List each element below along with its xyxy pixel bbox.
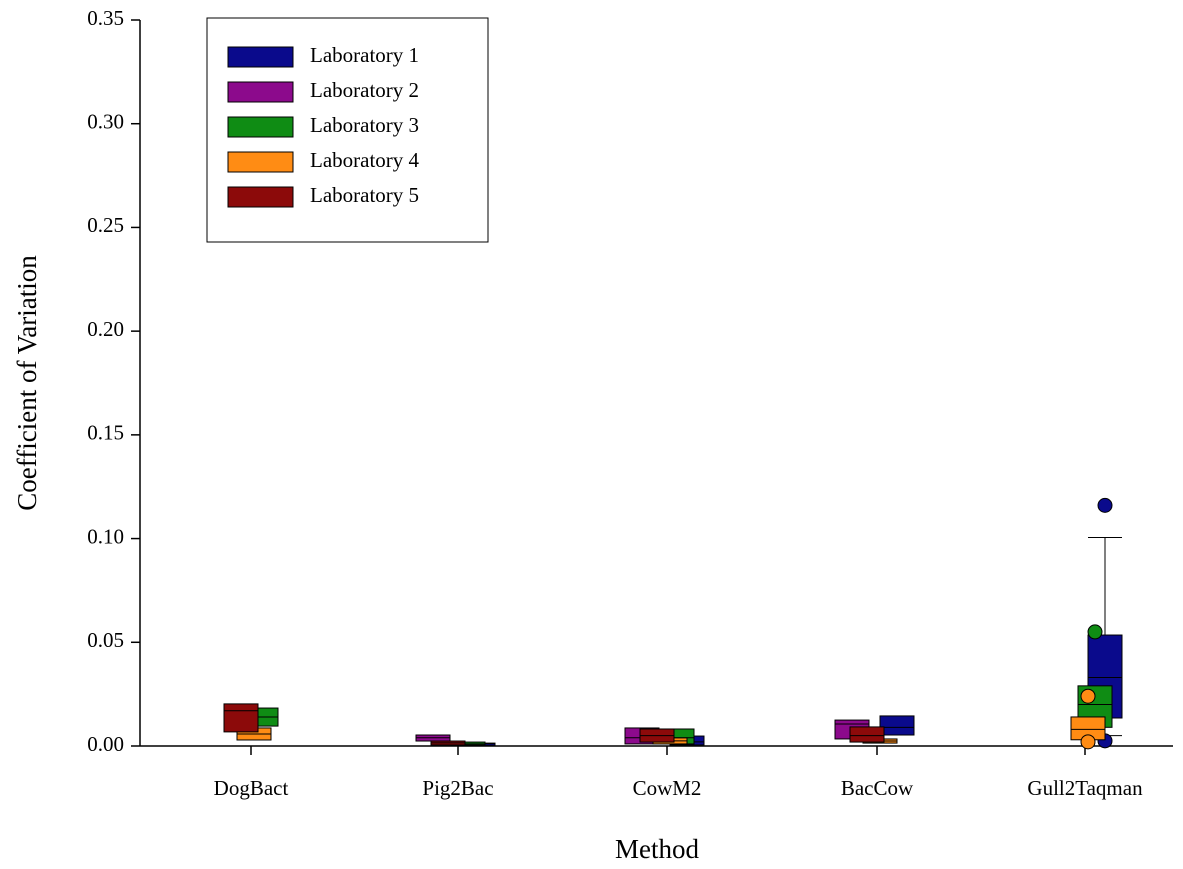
y-tick-label: 0.10 (87, 524, 124, 548)
outlier (1097, 497, 1113, 513)
legend-swatch (227, 46, 294, 68)
x-tick-label: BacCow (841, 776, 914, 800)
y-tick-label: 0.30 (87, 110, 124, 134)
box-group (849, 726, 885, 743)
legend-label: Laboratory 1 (310, 43, 419, 67)
y-tick-label: 0.20 (87, 317, 124, 341)
y-tick-label: 0.00 (87, 732, 124, 756)
y-tick-label: 0.35 (87, 6, 124, 30)
outlier (1087, 624, 1103, 640)
legend-label: Laboratory 5 (310, 183, 419, 207)
box-group (879, 715, 915, 736)
x-tick-label: CowM2 (633, 776, 702, 800)
legend-label: Laboratory 2 (310, 78, 419, 102)
y-tick-label: 0.05 (87, 628, 124, 652)
legend-swatch (227, 81, 294, 103)
x-tick-label: Gull2Taqman (1027, 776, 1143, 800)
x-tick-label: Pig2Bac (422, 776, 493, 800)
x-axis-title: Method (615, 834, 699, 864)
outlier (1080, 734, 1096, 750)
box-group (430, 740, 466, 746)
box-group (415, 734, 451, 742)
legend-label: Laboratory 3 (310, 113, 419, 137)
legend-swatch (227, 116, 294, 138)
legend-label: Laboratory 4 (310, 148, 420, 172)
box-group (639, 728, 675, 743)
outlier (1080, 688, 1096, 704)
box (223, 703, 259, 733)
legend-swatch (227, 186, 294, 208)
y-axis-title: Coefficient of Variation (12, 255, 42, 511)
y-tick-label: 0.15 (87, 421, 124, 445)
box-group (223, 703, 259, 733)
box (879, 715, 915, 736)
box (849, 726, 885, 743)
y-tick-label: 0.25 (87, 213, 124, 237)
box-group (1070, 688, 1106, 750)
legend-swatch (227, 151, 294, 173)
x-tick-label: DogBact (214, 776, 289, 800)
